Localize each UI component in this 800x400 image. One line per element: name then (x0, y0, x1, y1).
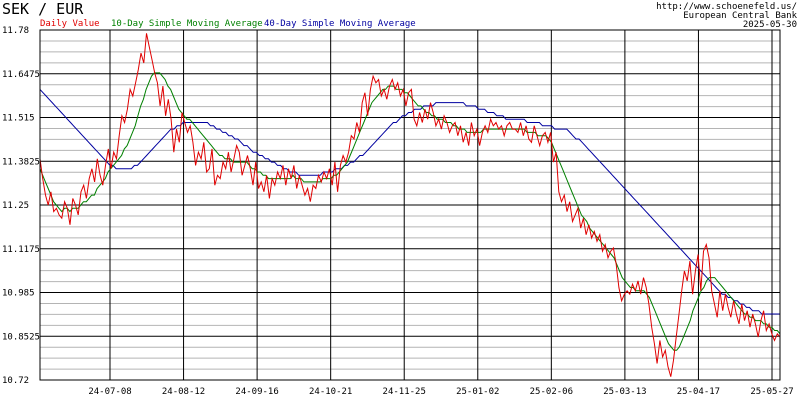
source-name: European Central Bank (683, 11, 797, 21)
x-tick-label: 25-03-13 (603, 387, 646, 397)
y-tick-label: 11.515 (2, 114, 35, 124)
y-tick-label: 10.72 (2, 376, 29, 386)
x-tick-label: 25-01-02 (456, 387, 499, 397)
x-tick-label: 24-08-12 (162, 387, 205, 397)
source-url: http://www.schoenefeld.us/ (656, 2, 797, 12)
legend: Daily Value 10-Day Simple Moving Average… (40, 19, 416, 29)
source-info: http://www.schoenefeld.us/ European Cent… (656, 2, 797, 30)
x-tick-label: 24-09-16 (235, 387, 278, 397)
y-tick-label: 11.25 (2, 201, 29, 211)
major-grid (40, 29, 780, 381)
y-axis-labels: 11.78 11.6475 11.515 11.3825 11.25 11.1175 10.… (2, 26, 40, 386)
x-tick-label: 24-10-21 (309, 387, 352, 397)
source-date: 2025-05-30 (743, 20, 797, 30)
series-line-10day (39, 72, 781, 351)
y-tick-label: 11.1175 (2, 245, 40, 255)
y-tick-label: 10.985 (2, 289, 35, 299)
y-tick-label: 11.6475 (2, 70, 40, 80)
x-tick-label: 24-07-08 (88, 387, 131, 397)
plot-frame (39, 29, 781, 381)
legend-sma10: 10-Day Simple Moving Average (111, 19, 263, 29)
legend-sma40: 40-Day Simple Moving Average (264, 19, 416, 29)
y-tick-label: 10.8525 (2, 332, 40, 342)
series-lines (39, 33, 781, 377)
legend-daily: Daily Value (40, 19, 100, 29)
series-line-40day (39, 89, 780, 315)
series-line-daily (39, 33, 781, 377)
x-axis-labels: 24-07-08 24-08-12 24-09-16 24-10-21 24-11-25… (88, 387, 793, 397)
x-tick-label: 25-05-27 (750, 387, 793, 397)
chart-title: SEK / EUR (2, 0, 84, 18)
y-tick-label: 11.78 (2, 26, 29, 36)
y-tick-label: 11.3825 (2, 157, 40, 167)
x-tick-label: 25-04-17 (677, 387, 720, 397)
x-tick-label: 24-11-25 (383, 387, 426, 397)
x-tick-label: 25-02-06 (530, 387, 573, 397)
